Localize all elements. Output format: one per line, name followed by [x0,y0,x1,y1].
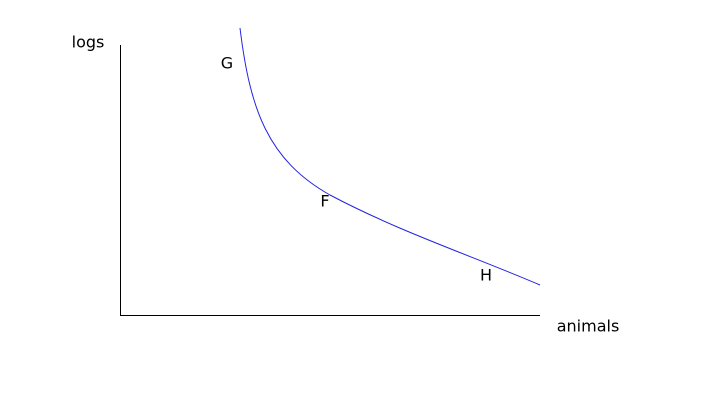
point-label: H [480,266,492,285]
x-axis-label: animals [557,317,620,336]
point-label: G [221,54,233,73]
point-label: F [320,192,329,211]
y-axis-label: logs [72,33,105,52]
curve [239,27,541,286]
